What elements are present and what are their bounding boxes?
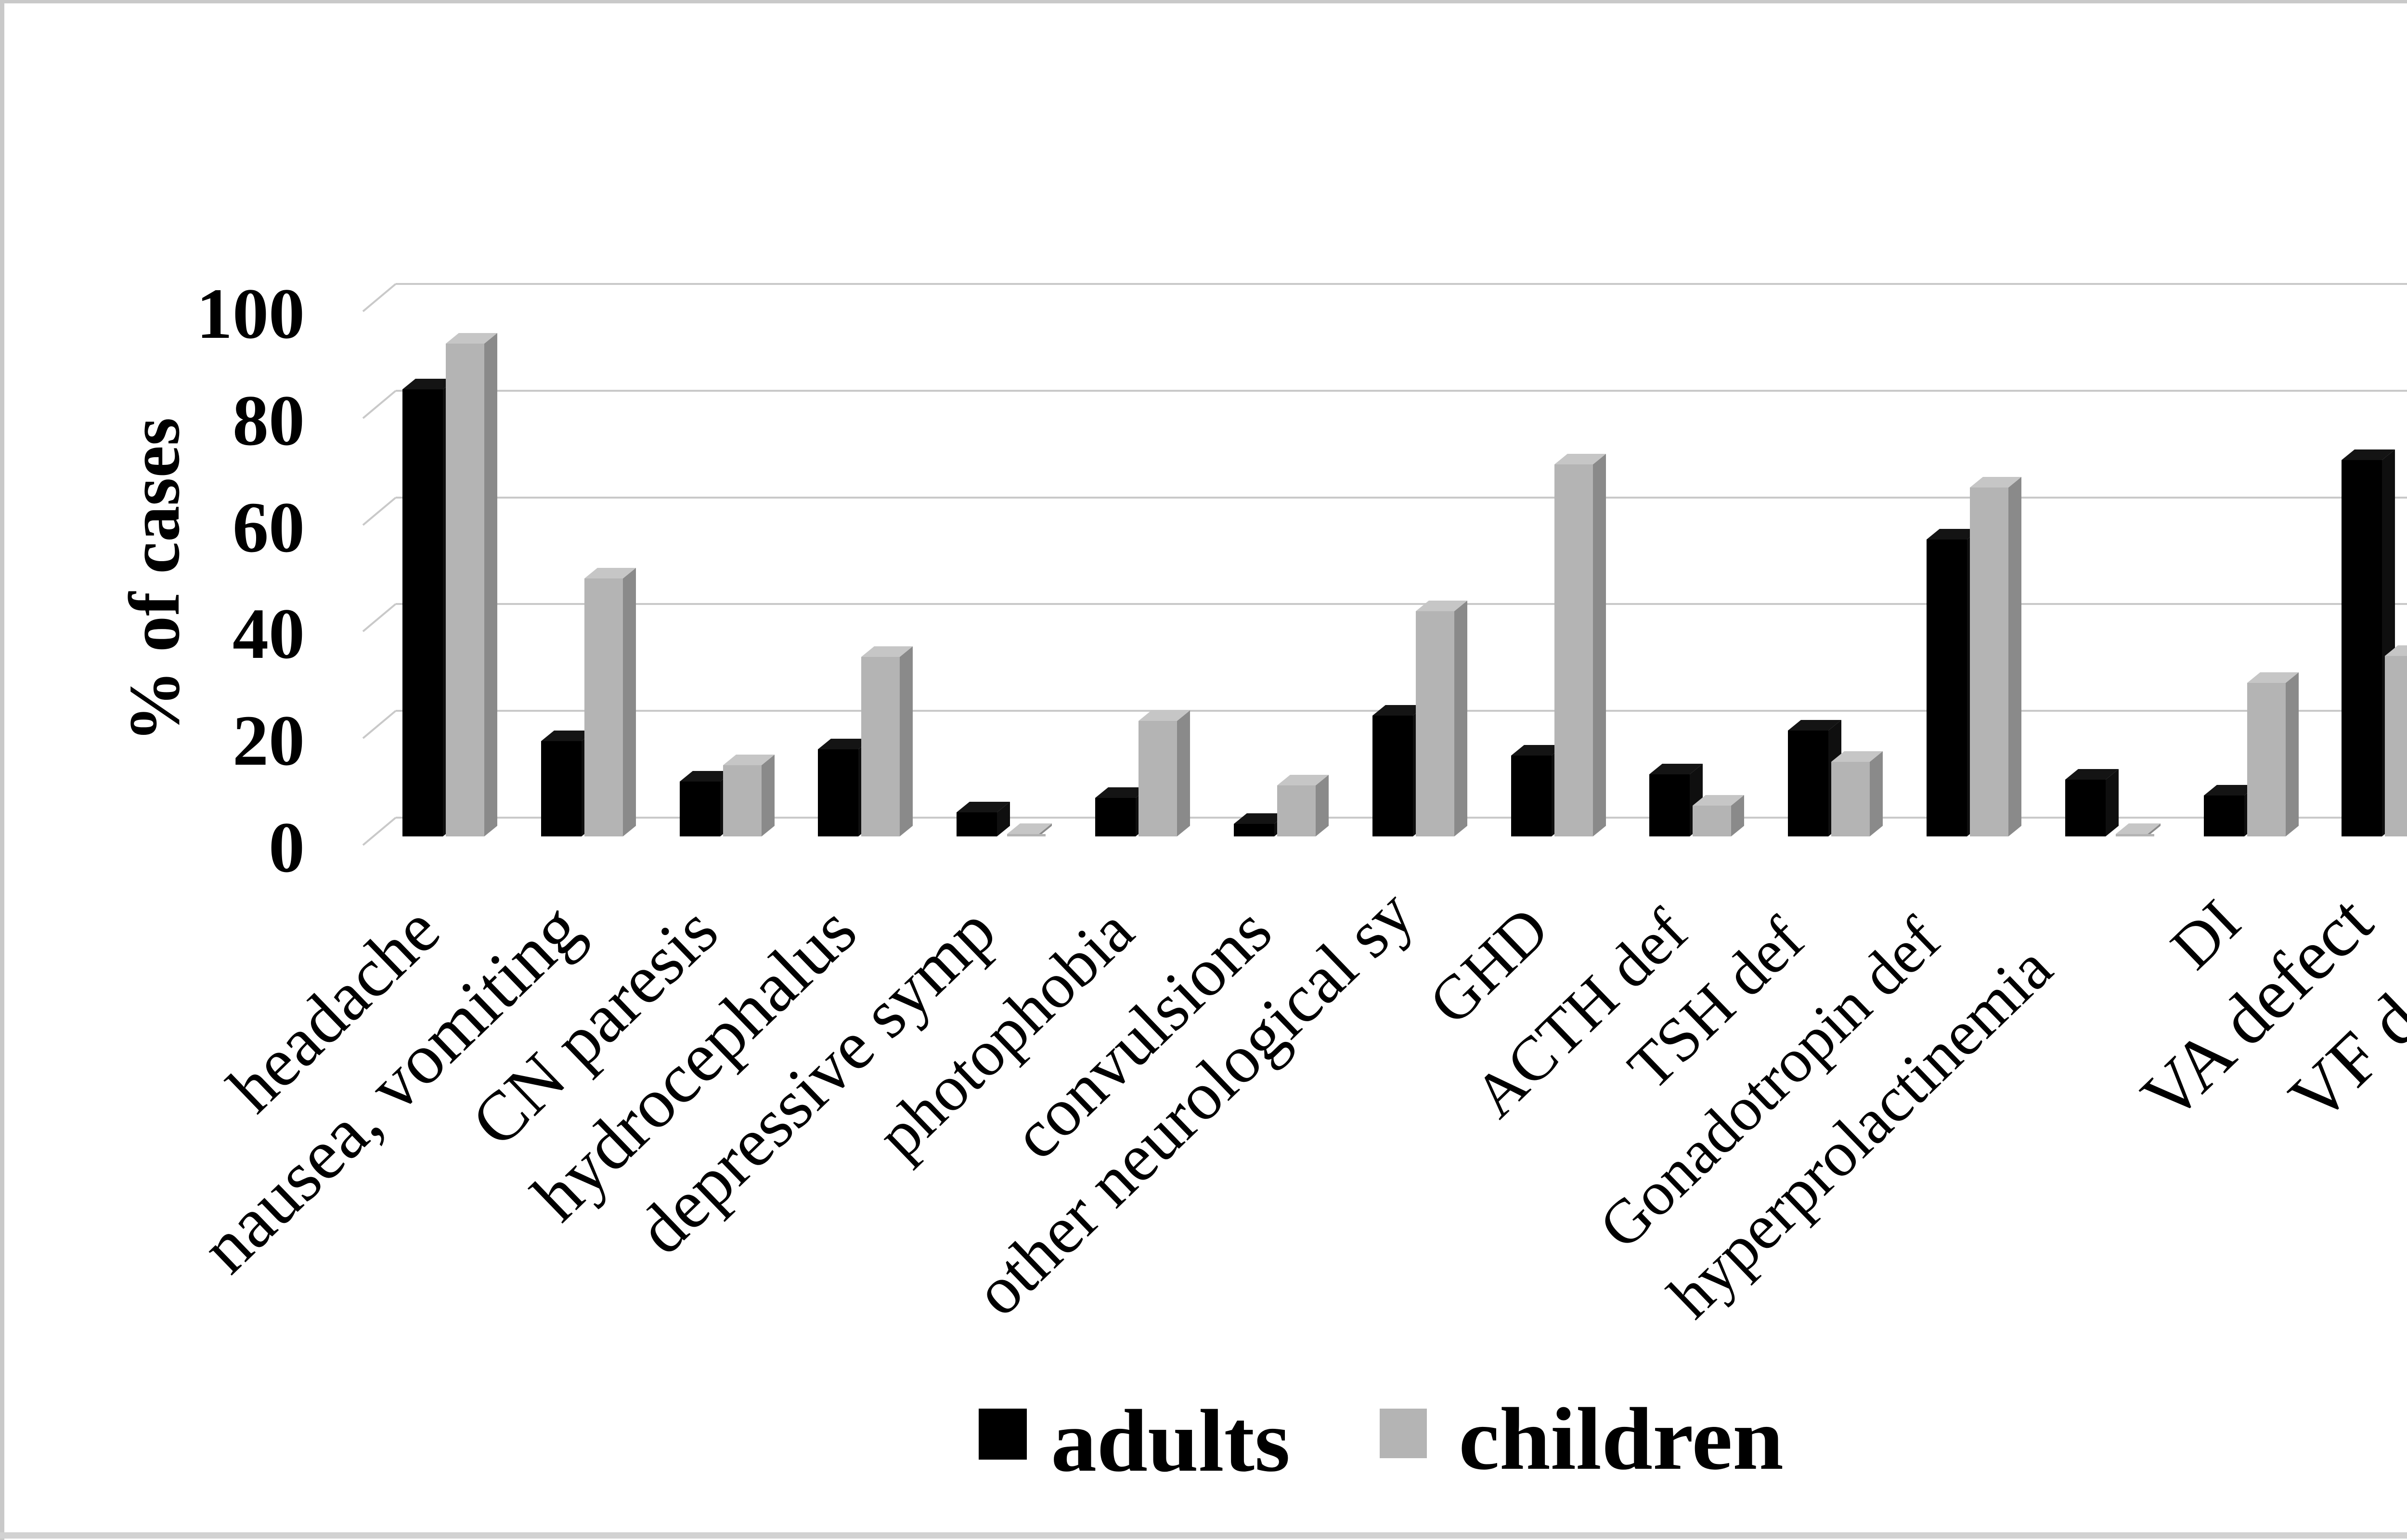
svg-text:60: 60 xyxy=(233,488,305,567)
svg-text:0: 0 xyxy=(269,808,305,887)
svg-text:% of cases: % of cases xyxy=(115,418,194,743)
svg-text:80: 80 xyxy=(233,381,305,461)
svg-text:adults: adults xyxy=(1051,1392,1290,1490)
svg-text:children: children xyxy=(1459,1390,1784,1489)
svg-text:20: 20 xyxy=(233,701,305,781)
svg-text:40: 40 xyxy=(233,594,305,674)
svg-text:100: 100 xyxy=(196,274,305,354)
